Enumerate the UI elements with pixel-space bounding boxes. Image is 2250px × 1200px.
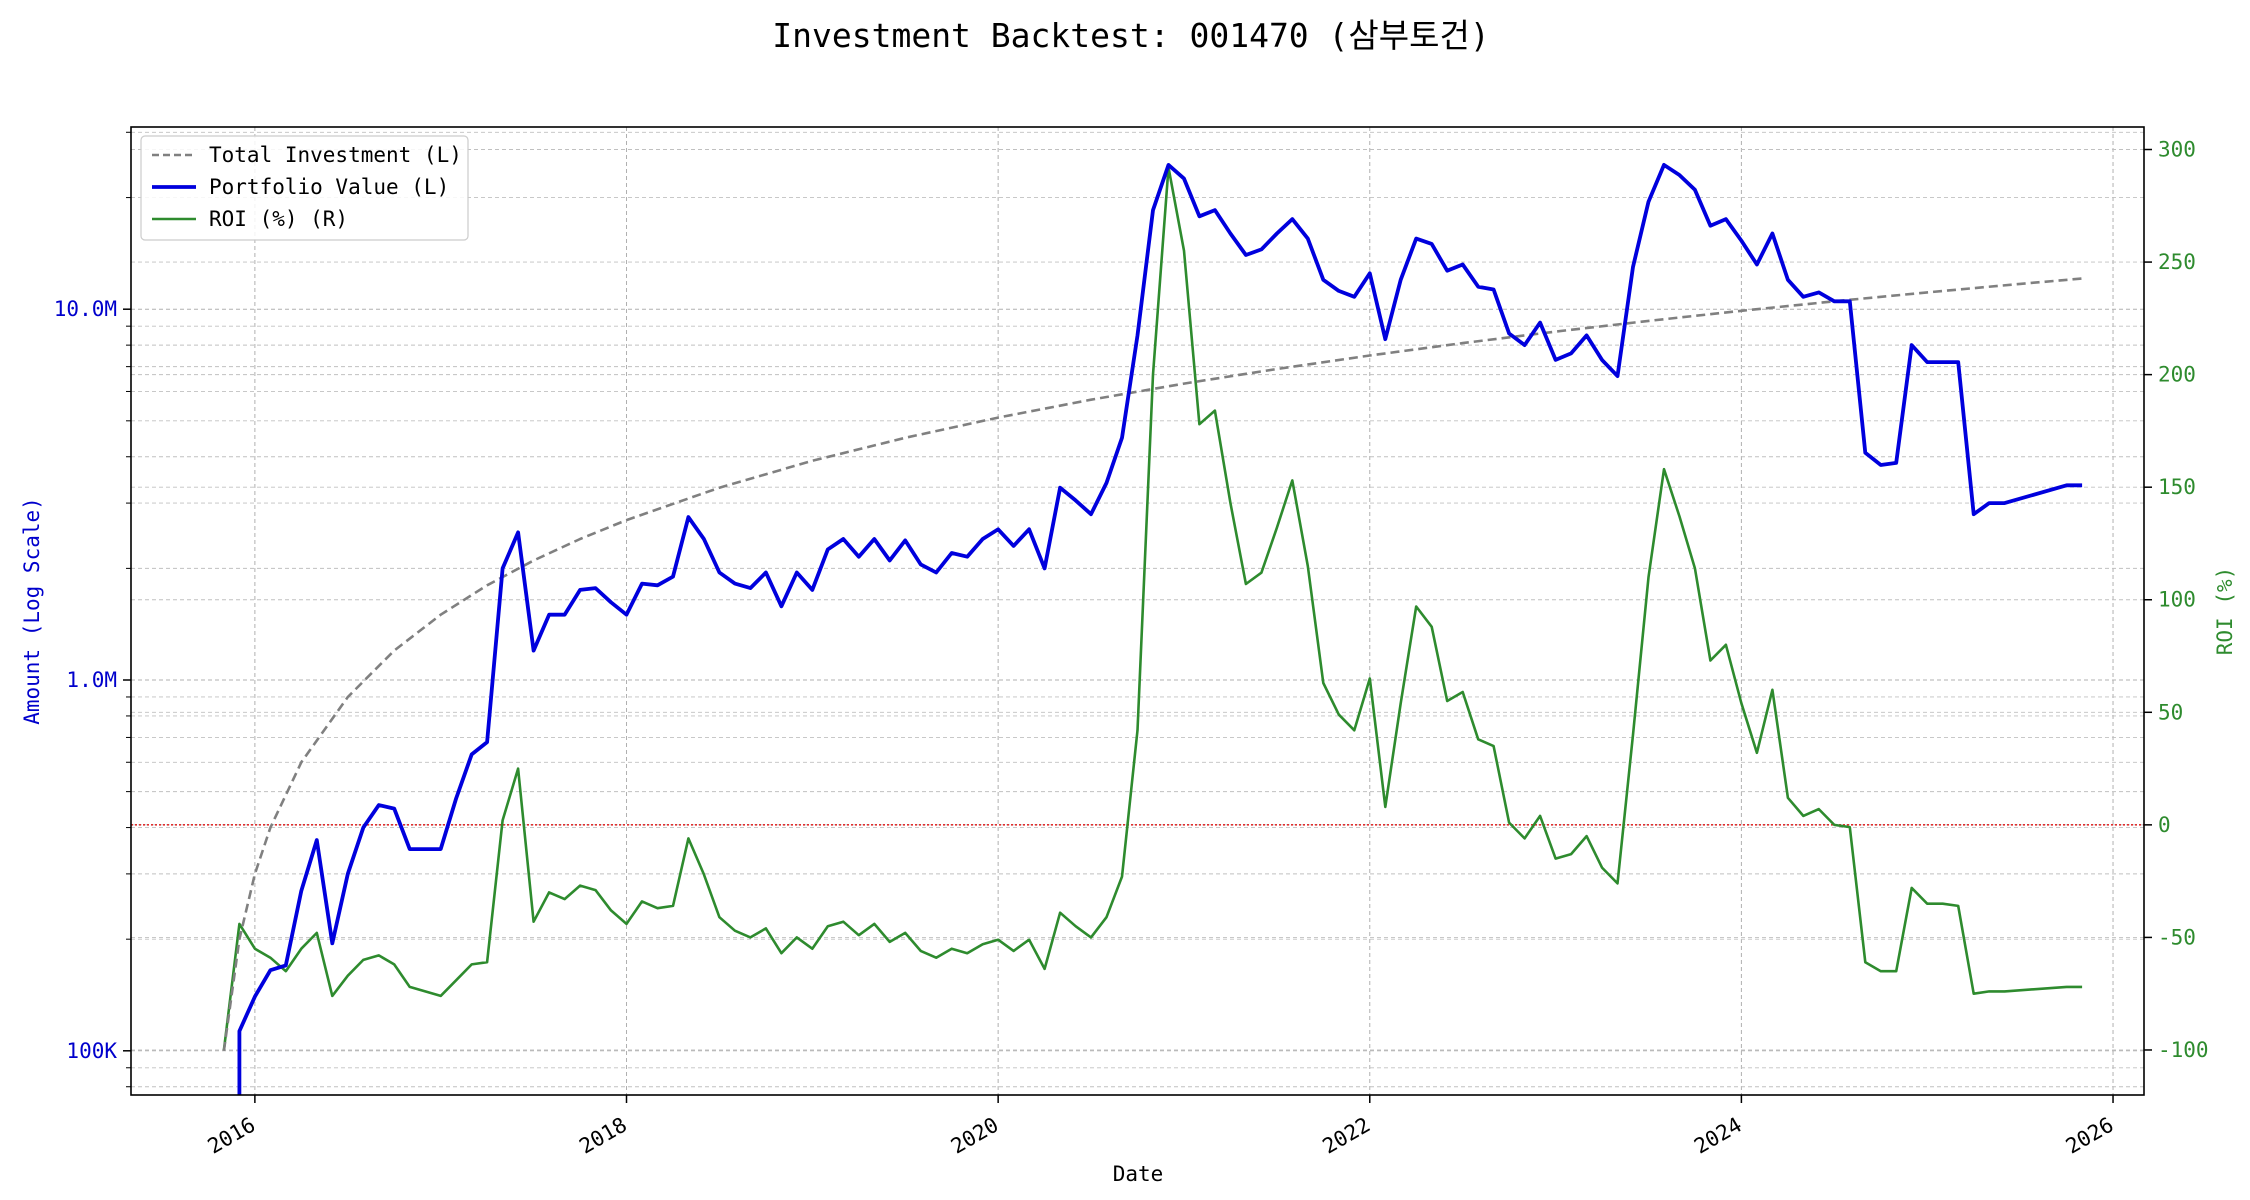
left-tick-label: 100K [66, 1039, 117, 1063]
x-tick-label: 2024 [1690, 1113, 1746, 1159]
portfolio-value-line [237, 162, 2083, 1095]
right-tick-label: -50 [2158, 925, 2196, 949]
right-tick-label: 300 [2158, 138, 2196, 162]
right-tick-label: -100 [2158, 1038, 2209, 1062]
left-tick-label: 10.0M [54, 297, 117, 321]
right-tick-label: 250 [2158, 250, 2196, 274]
x-tick-label: 2018 [575, 1113, 631, 1159]
right-tick-label: 0 [2158, 813, 2171, 837]
series-layer [222, 162, 2083, 1095]
x-axis: 2016 2018 2020 2022 2024 2026 [204, 1095, 2118, 1159]
x-tick-label: 2020 [947, 1113, 1003, 1159]
right-tick-label: 200 [2158, 363, 2196, 387]
legend-label: Portfolio Value (L) [209, 175, 449, 199]
right-tick-label: 100 [2158, 588, 2196, 612]
right-y-axis: -100 -50 0 50 100 150 200 250 300 [2144, 138, 2209, 1062]
x-tick-label: 2016 [204, 1113, 260, 1159]
grid [131, 127, 2144, 1095]
left-y-axis: 100K 1.0M 10.0M [54, 131, 131, 1088]
x-tick-label: 2026 [2062, 1113, 2118, 1159]
left-tick-label: 1.0M [66, 668, 117, 692]
total-investment-line [222, 277, 2083, 1051]
chart-title: Investment Backtest: 001470 (삼부토건) [772, 16, 1489, 55]
legend-label: ROI (%) (R) [209, 207, 348, 231]
right-tick-label: 50 [2158, 700, 2183, 724]
plot-frame [130, 126, 2145, 1096]
legend-box [140, 135, 469, 241]
right-y-axis-label: ROI (%) [2213, 567, 2237, 656]
left-y-axis-label: Amount (Log Scale) [20, 497, 44, 725]
legend: Total Investment (L) Portfolio Value (L) R… [140, 135, 469, 241]
roi-line [222, 166, 2083, 1051]
x-axis-label: Date [1113, 1162, 1164, 1186]
legend-label: Total Investment (L) [209, 143, 462, 167]
x-tick-label: 2022 [1318, 1113, 1374, 1159]
right-tick-label: 150 [2158, 475, 2196, 499]
